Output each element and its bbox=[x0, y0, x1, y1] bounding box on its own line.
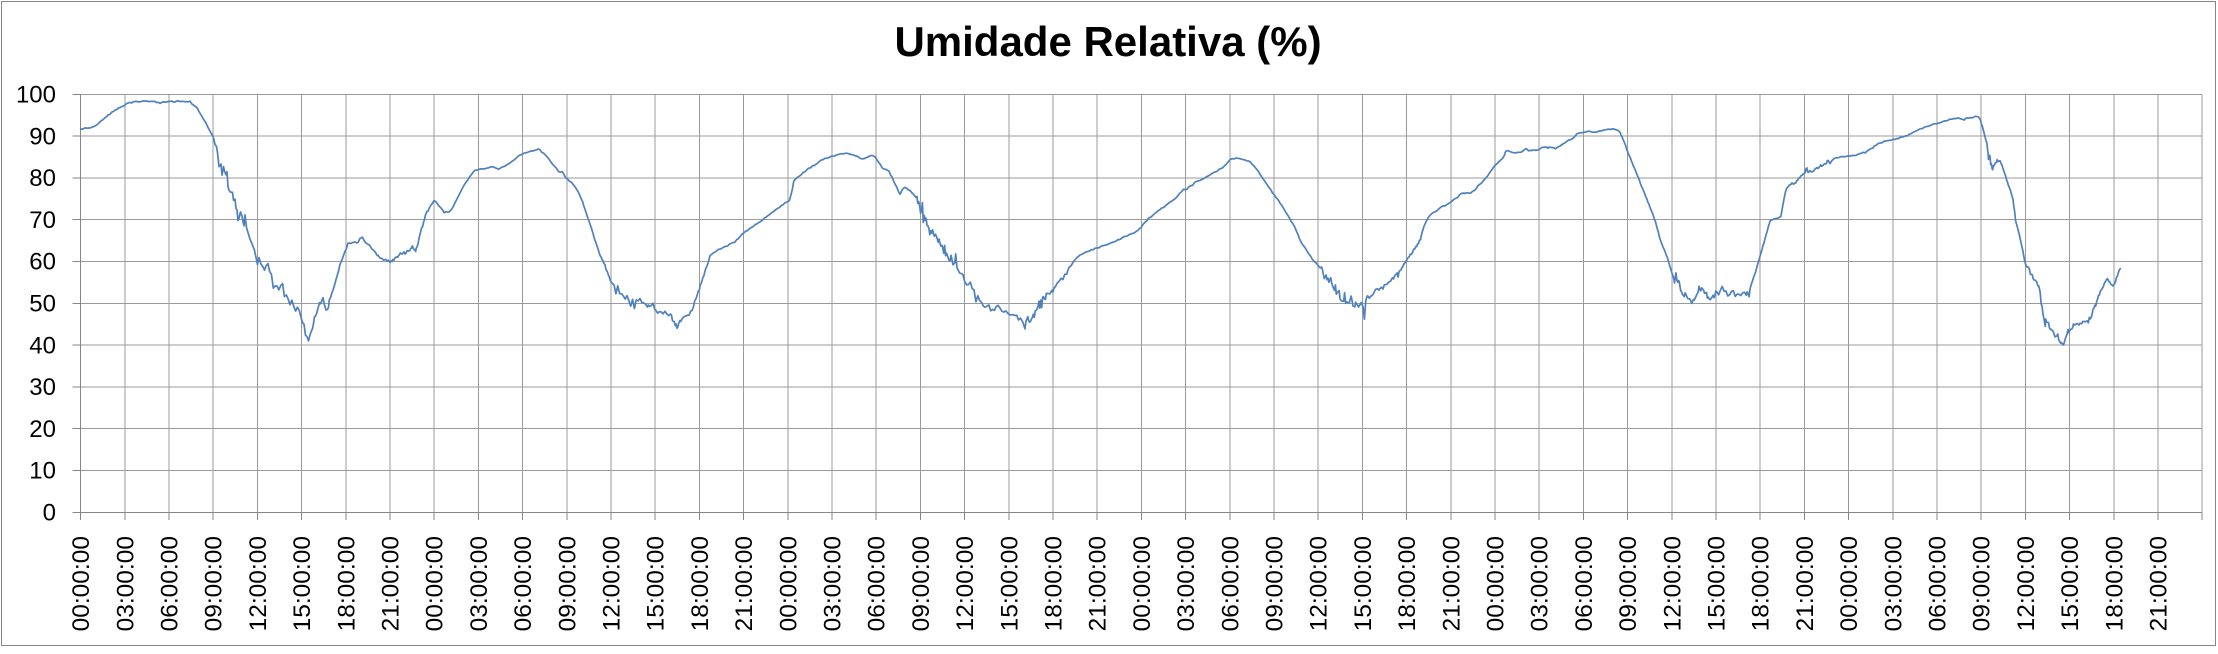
svg-text:100: 100 bbox=[16, 82, 56, 109]
svg-text:12:00:00: 12:00:00 bbox=[1659, 536, 1686, 631]
svg-text:06:00:00: 06:00:00 bbox=[1925, 536, 1952, 631]
svg-text:50: 50 bbox=[29, 291, 56, 318]
svg-text:90: 90 bbox=[29, 123, 56, 150]
svg-text:20: 20 bbox=[29, 416, 56, 443]
svg-text:21:00:00: 21:00:00 bbox=[1792, 536, 1819, 631]
svg-text:00:00:00: 00:00:00 bbox=[775, 536, 802, 631]
svg-text:15:00:00: 15:00:00 bbox=[643, 536, 670, 631]
svg-text:Umidade Relativa (%): Umidade Relativa (%) bbox=[894, 18, 1321, 65]
svg-text:15:00:00: 15:00:00 bbox=[996, 536, 1023, 631]
svg-text:21:00:00: 21:00:00 bbox=[1438, 536, 1465, 631]
svg-text:0: 0 bbox=[43, 500, 56, 527]
svg-text:09:00:00: 09:00:00 bbox=[1969, 536, 1996, 631]
svg-text:15:00:00: 15:00:00 bbox=[1350, 536, 1377, 631]
svg-text:10: 10 bbox=[29, 458, 56, 485]
svg-text:40: 40 bbox=[29, 332, 56, 359]
svg-text:21:00:00: 21:00:00 bbox=[1085, 536, 1112, 631]
svg-text:21:00:00: 21:00:00 bbox=[731, 536, 758, 631]
svg-text:12:00:00: 12:00:00 bbox=[245, 536, 272, 631]
svg-text:00:00:00: 00:00:00 bbox=[1483, 536, 1510, 631]
svg-text:15:00:00: 15:00:00 bbox=[2057, 536, 2084, 631]
svg-text:03:00:00: 03:00:00 bbox=[820, 536, 847, 631]
svg-text:00:00:00: 00:00:00 bbox=[1129, 536, 1156, 631]
svg-text:12:00:00: 12:00:00 bbox=[952, 536, 979, 631]
svg-text:06:00:00: 06:00:00 bbox=[157, 536, 184, 631]
svg-text:09:00:00: 09:00:00 bbox=[554, 536, 581, 631]
svg-text:12:00:00: 12:00:00 bbox=[2013, 536, 2040, 631]
svg-text:30: 30 bbox=[29, 374, 56, 401]
svg-text:21:00:00: 21:00:00 bbox=[2146, 536, 2173, 631]
svg-text:15:00:00: 15:00:00 bbox=[1704, 536, 1731, 631]
svg-text:03:00:00: 03:00:00 bbox=[466, 536, 493, 631]
svg-text:18:00:00: 18:00:00 bbox=[333, 536, 360, 631]
svg-text:18:00:00: 18:00:00 bbox=[687, 536, 714, 631]
svg-text:03:00:00: 03:00:00 bbox=[1527, 536, 1554, 631]
svg-text:00:00:00: 00:00:00 bbox=[422, 536, 449, 631]
svg-text:80: 80 bbox=[29, 165, 56, 192]
svg-text:06:00:00: 06:00:00 bbox=[510, 536, 537, 631]
svg-text:60: 60 bbox=[29, 249, 56, 276]
svg-text:06:00:00: 06:00:00 bbox=[1571, 536, 1598, 631]
svg-text:15:00:00: 15:00:00 bbox=[289, 536, 316, 631]
svg-text:12:00:00: 12:00:00 bbox=[1306, 536, 1333, 631]
svg-text:03:00:00: 03:00:00 bbox=[1880, 536, 1907, 631]
svg-text:09:00:00: 09:00:00 bbox=[1615, 536, 1642, 631]
svg-text:12:00:00: 12:00:00 bbox=[599, 536, 626, 631]
svg-text:03:00:00: 03:00:00 bbox=[1173, 536, 1200, 631]
svg-text:00:00:00: 00:00:00 bbox=[1836, 536, 1863, 631]
svg-text:09:00:00: 09:00:00 bbox=[908, 536, 935, 631]
svg-text:00:00:00: 00:00:00 bbox=[68, 536, 95, 631]
svg-text:18:00:00: 18:00:00 bbox=[1394, 536, 1421, 631]
svg-text:18:00:00: 18:00:00 bbox=[1748, 536, 1775, 631]
svg-text:18:00:00: 18:00:00 bbox=[1041, 536, 1068, 631]
svg-text:06:00:00: 06:00:00 bbox=[1217, 536, 1244, 631]
svg-text:06:00:00: 06:00:00 bbox=[864, 536, 891, 631]
svg-text:03:00:00: 03:00:00 bbox=[112, 536, 139, 631]
svg-text:21:00:00: 21:00:00 bbox=[378, 536, 405, 631]
svg-text:09:00:00: 09:00:00 bbox=[1262, 536, 1289, 631]
svg-text:70: 70 bbox=[29, 207, 56, 234]
svg-text:09:00:00: 09:00:00 bbox=[201, 536, 228, 631]
svg-text:18:00:00: 18:00:00 bbox=[2101, 536, 2128, 631]
